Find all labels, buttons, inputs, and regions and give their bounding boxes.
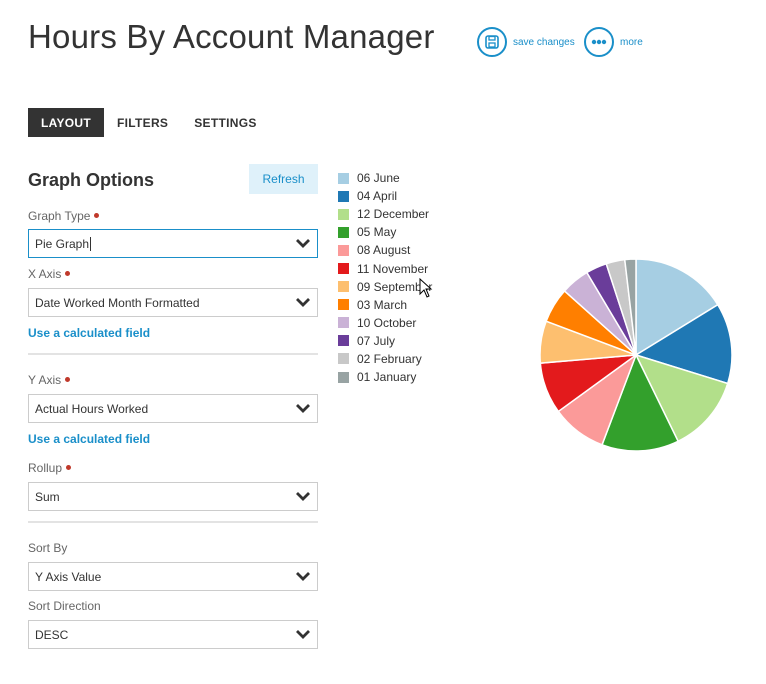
sort-direction-select[interactable]: DESC xyxy=(28,620,318,649)
legend-label: 10 October xyxy=(357,315,417,330)
legend-swatch xyxy=(338,353,349,365)
legend-swatch xyxy=(338,281,349,293)
tab-filters[interactable]: FILTERS xyxy=(117,115,169,130)
chevron-down-icon xyxy=(296,630,310,639)
tab-layout[interactable]: LAYOUT xyxy=(28,108,105,137)
legend-label: 03 March xyxy=(357,297,408,312)
chevron-down-icon xyxy=(296,239,310,248)
chevron-down-icon xyxy=(296,298,310,307)
x-axis-label: X Axis xyxy=(28,267,71,281)
legend-label: 06 June xyxy=(357,171,400,186)
divider xyxy=(28,521,318,523)
legend-label: 11 November xyxy=(357,261,429,276)
pie-chart xyxy=(539,258,733,452)
pie-slice[interactable] xyxy=(634,353,729,443)
legend-item[interactable]: 02 February xyxy=(338,350,432,368)
legend-label: 07 July xyxy=(357,333,396,348)
legend-swatch xyxy=(338,317,349,329)
legend-item[interactable]: 01 January xyxy=(338,368,432,386)
legend-swatch xyxy=(338,244,349,256)
save-icon xyxy=(477,27,507,57)
legend-swatch xyxy=(338,208,349,220)
divider xyxy=(28,353,318,355)
y-axis-select[interactable]: Actual Hours Worked xyxy=(28,394,318,423)
graph-type-value: Pie Graph xyxy=(35,236,90,251)
legend-swatch xyxy=(338,226,349,238)
legend-item[interactable]: 07 July xyxy=(338,332,432,350)
more-dots-icon xyxy=(584,27,614,57)
legend-item[interactable]: 08 August xyxy=(338,241,432,259)
text-caret xyxy=(90,236,92,251)
graph-type-select[interactable]: Pie Graph xyxy=(28,229,318,258)
legend-swatch xyxy=(338,263,349,275)
mouse-cursor-icon xyxy=(419,278,433,298)
legend-item[interactable]: 09 September xyxy=(338,278,432,296)
pie-slice[interactable] xyxy=(601,353,680,452)
rollup-select[interactable]: Sum xyxy=(28,482,318,511)
legend-label: 05 May xyxy=(357,225,397,240)
more-label: more xyxy=(620,36,643,48)
refresh-button[interactable]: Refresh xyxy=(249,164,318,194)
legend-label: 08 August xyxy=(357,243,411,258)
legend-swatch xyxy=(338,335,349,347)
pie-slice[interactable] xyxy=(623,258,637,356)
required-indicator xyxy=(66,465,72,471)
sort-direction-value: DESC xyxy=(35,627,69,642)
rollup-value: Sum xyxy=(35,489,60,504)
more-button[interactable]: more xyxy=(584,27,643,57)
chart-legend: 06 June 04 April 12 December 05 May 08 Augus… xyxy=(338,169,432,386)
sort-by-value: Y Axis Value xyxy=(35,569,102,584)
legend-swatch xyxy=(338,190,349,202)
legend-item[interactable]: 03 March xyxy=(338,296,432,314)
legend-swatch xyxy=(338,299,349,311)
graph-options-title: Graph Options xyxy=(28,170,154,190)
legend-item[interactable]: 12 December xyxy=(338,205,432,223)
required-indicator xyxy=(65,377,71,383)
legend-label: 02 February xyxy=(357,351,422,366)
chevron-down-icon xyxy=(296,492,310,501)
pie-slice[interactable] xyxy=(634,303,733,385)
sort-direction-label: Sort Direction xyxy=(28,599,101,613)
legend-item[interactable]: 10 October xyxy=(338,314,432,332)
tab-bar: LAYOUT FILTERS SETTINGS xyxy=(28,108,270,137)
legend-swatch xyxy=(338,371,349,383)
legend-item[interactable]: 06 June xyxy=(338,169,432,187)
legend-label: 12 December xyxy=(357,207,430,222)
legend-swatch xyxy=(338,172,349,184)
legend-item[interactable]: 11 November xyxy=(338,259,432,277)
legend-item[interactable]: 04 April xyxy=(338,187,432,205)
y-axis-label: Y Axis xyxy=(28,373,71,387)
legend-label: 09 September xyxy=(357,279,433,294)
chevron-down-icon xyxy=(296,404,310,413)
y-axis-calculated-field-link[interactable]: Use a calculated field xyxy=(28,432,151,446)
page-title: Hours By Account Manager xyxy=(28,18,435,55)
required-indicator xyxy=(65,271,71,277)
sort-by-select[interactable]: Y Axis Value xyxy=(28,562,318,591)
sort-by-label: Sort By xyxy=(28,541,68,555)
y-axis-value: Actual Hours Worked xyxy=(35,401,149,416)
legend-label: 04 April xyxy=(357,189,398,204)
legend-item[interactable]: 05 May xyxy=(338,223,432,241)
required-indicator xyxy=(94,213,100,219)
save-changes-label: save changes xyxy=(513,36,575,48)
chevron-down-icon xyxy=(296,572,310,581)
tab-settings[interactable]: SETTINGS xyxy=(194,115,257,130)
save-changes-button[interactable]: save changes xyxy=(477,27,575,57)
graph-type-label: Graph Type xyxy=(28,209,100,223)
x-axis-calculated-field-link[interactable]: Use a calculated field xyxy=(28,326,151,340)
legend-label: 01 January xyxy=(357,370,417,385)
pie-slice[interactable] xyxy=(635,258,719,357)
x-axis-select[interactable]: Date Worked Month Formatted xyxy=(28,288,318,317)
x-axis-value: Date Worked Month Formatted xyxy=(35,295,200,310)
rollup-label: Rollup xyxy=(28,461,72,475)
